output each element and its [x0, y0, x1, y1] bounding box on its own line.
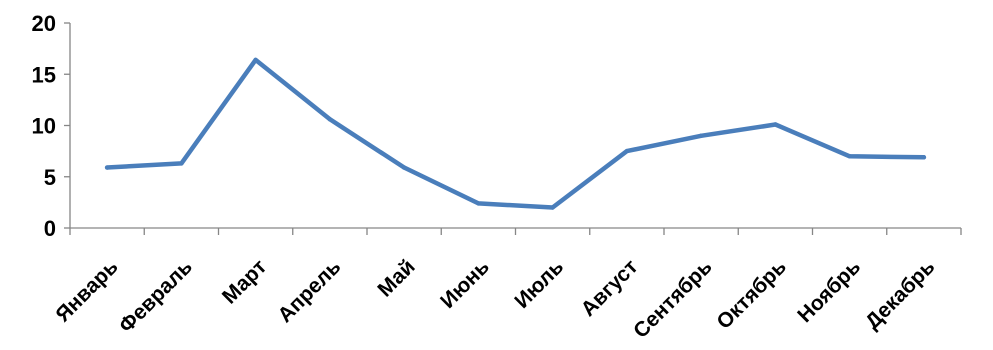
- series-layer: [104, 57, 927, 210]
- y-axis-ticks: 0 5 10 15 20: [32, 11, 70, 241]
- x-tick-label: Сентябрь: [629, 255, 717, 343]
- x-tick-label: Август: [577, 255, 643, 321]
- data-point: [327, 117, 333, 122]
- y-tick-label: 20: [32, 11, 56, 36]
- data-point: [921, 155, 927, 160]
- data-point: [104, 165, 110, 170]
- data-point: [401, 165, 407, 170]
- x-tick-label: Октябрь: [712, 255, 791, 334]
- data-point: [179, 161, 184, 166]
- x-tick-label: Июнь: [436, 255, 494, 313]
- x-tick-label: Июль: [510, 255, 568, 313]
- x-tick-label: Март: [218, 255, 271, 308]
- series-line: [104, 57, 927, 210]
- x-tick-label: Февраль: [115, 255, 197, 337]
- data-point: [476, 201, 481, 206]
- data-point: [698, 133, 704, 138]
- data-point: [847, 154, 852, 159]
- y-tick-label: 0: [44, 216, 56, 241]
- data-point: [550, 205, 555, 210]
- x-tick-label: Январь: [51, 255, 122, 326]
- x-tick-label: Ноябрь: [793, 255, 865, 327]
- x-tick-label: Май: [373, 255, 419, 301]
- data-point: [253, 57, 258, 63]
- y-tick-label: 10: [32, 114, 56, 139]
- data-point: [624, 148, 630, 154]
- data-point: [773, 122, 778, 127]
- x-tick-label: Апрель: [274, 255, 346, 327]
- y-tick-label: 15: [32, 62, 56, 87]
- x-tick-label: Декабрь: [861, 255, 939, 333]
- y-tick-label: 5: [44, 165, 56, 190]
- axes: [69, 23, 961, 229]
